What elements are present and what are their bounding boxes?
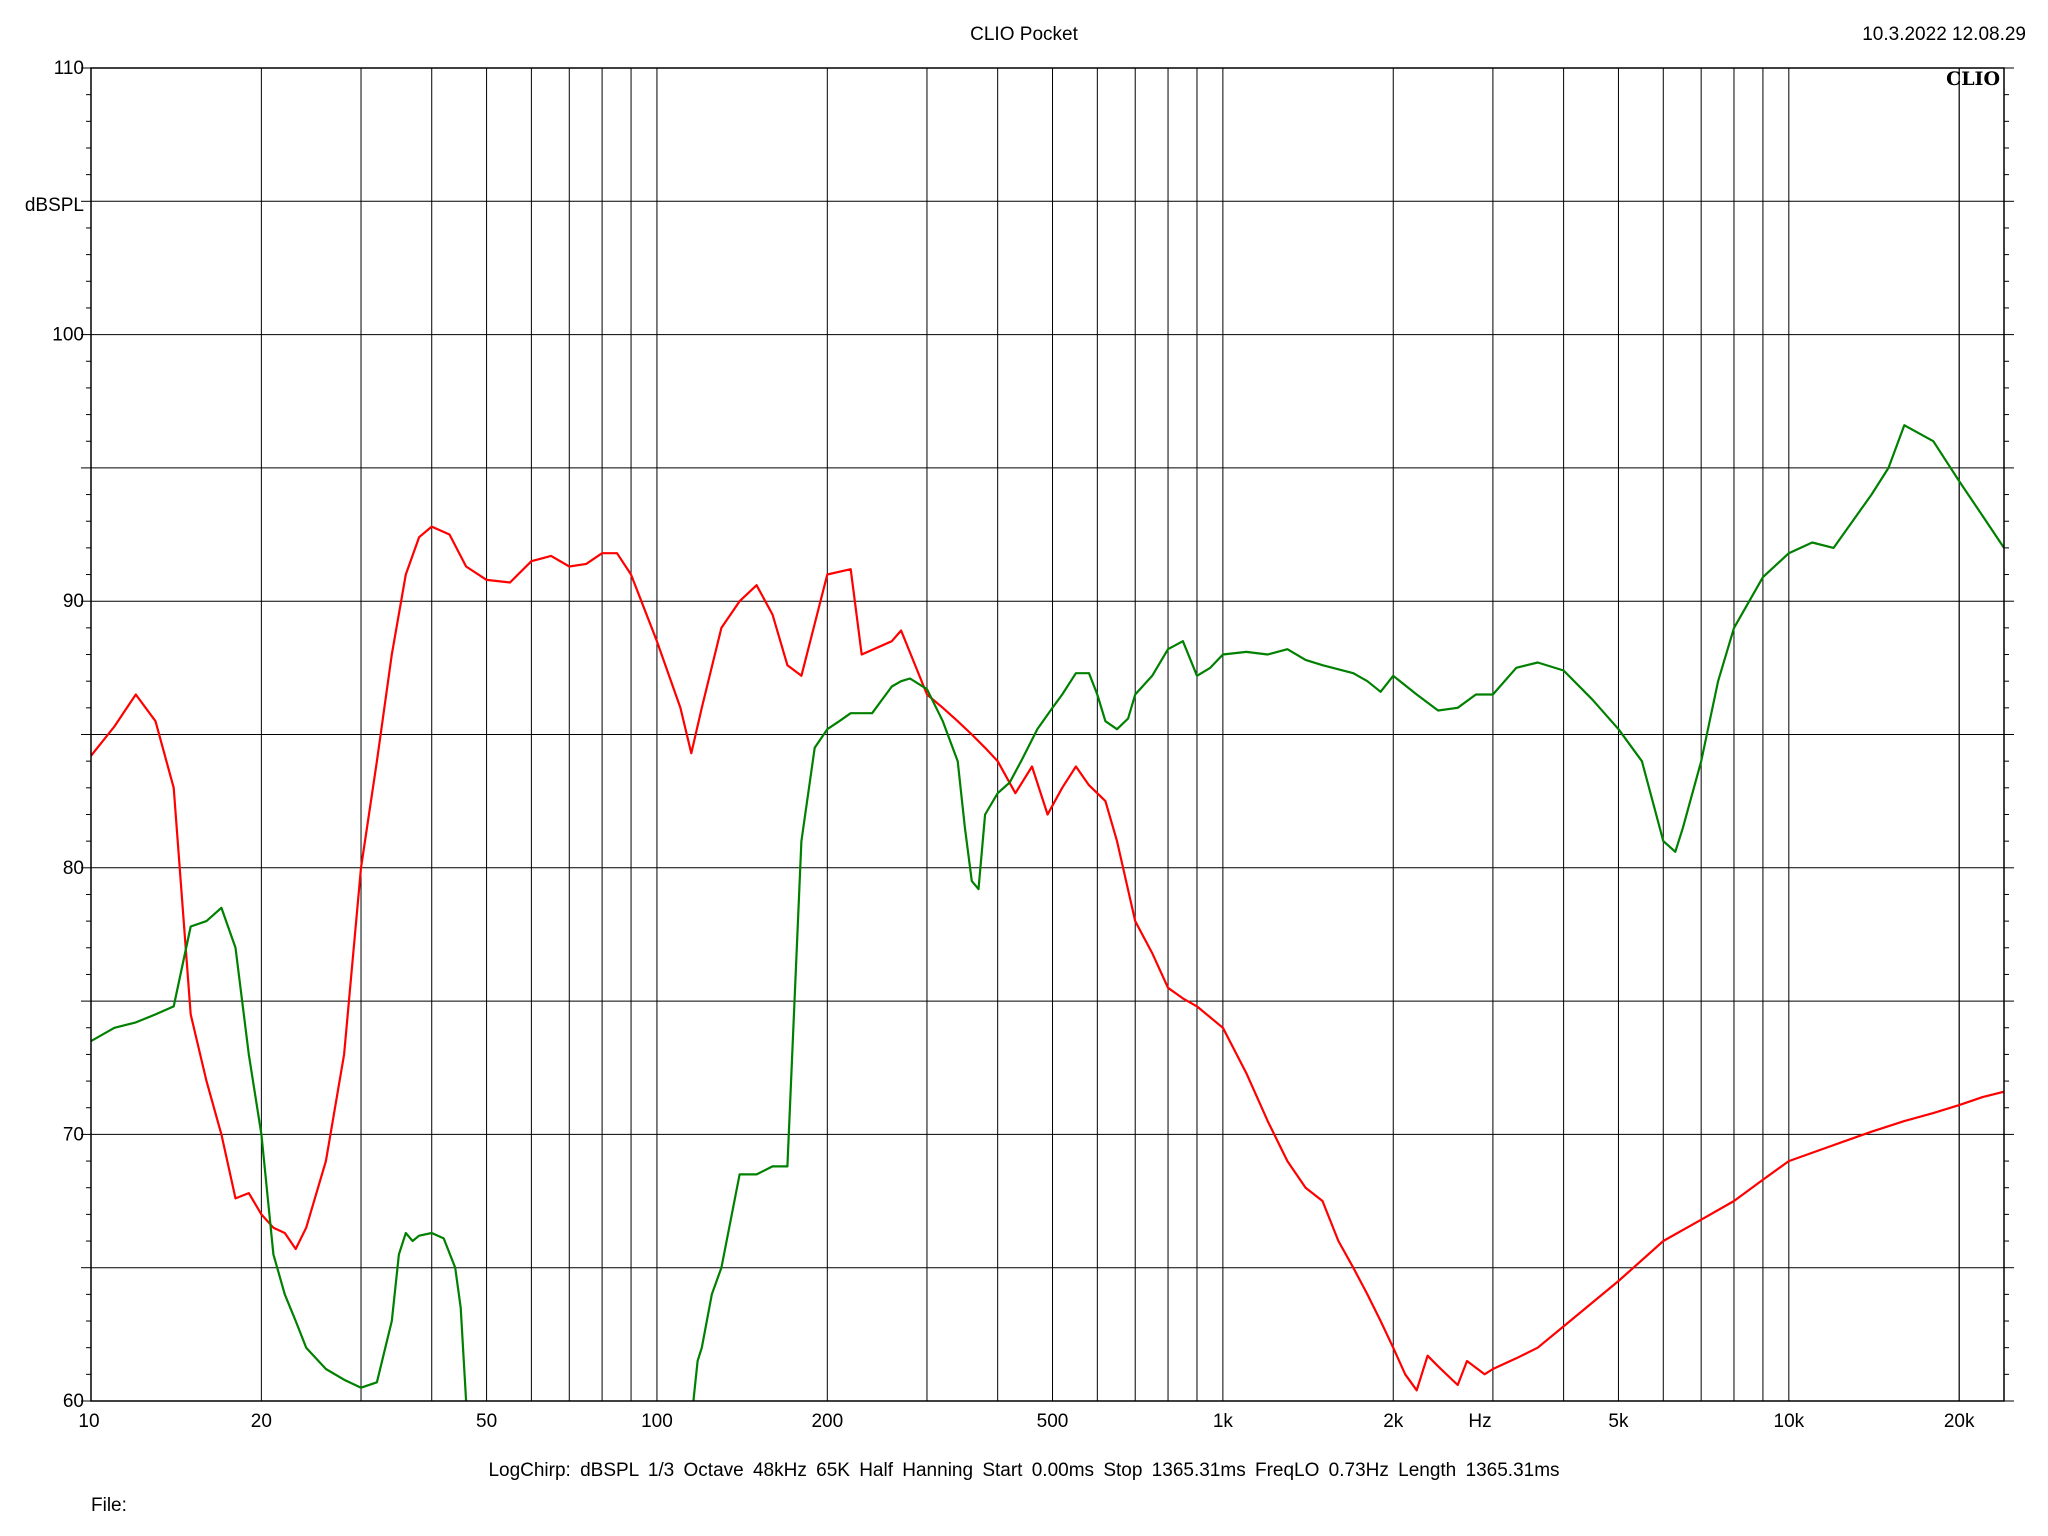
- x-tick-label: 200: [811, 1411, 843, 1432]
- x-tick-labels: 10 20 50 100 200 500 1k 2k 5k 10k 20k: [78, 1411, 1975, 1432]
- x-tick-label: 10: [78, 1411, 99, 1432]
- y-tick-label: 110: [54, 58, 84, 79]
- y-axis-label: dBSPL: [25, 195, 84, 216]
- y-tick-label: 100: [52, 325, 84, 346]
- x-tick-label: 500: [1037, 1411, 1069, 1432]
- chart-title: CLIO Pocket: [970, 24, 1078, 45]
- y-tick-label: 80: [63, 858, 84, 879]
- grid-lines: [91, 68, 2004, 1401]
- red-response-curve: [91, 525, 2004, 1392]
- y-tick-label: 60: [63, 1391, 84, 1412]
- axis-tick-marks: [81, 67, 2014, 1402]
- x-axis-label: Hz: [1468, 1411, 1491, 1432]
- x-tick-label: 5k: [1608, 1411, 1629, 1432]
- x-tick-label: 20k: [1944, 1411, 1975, 1432]
- x-tick-label: 2k: [1383, 1411, 1404, 1432]
- x-tick-label: 100: [641, 1411, 673, 1432]
- y-tick-label: 70: [63, 1124, 84, 1145]
- y-tick-labels: 60 70 80 90 100 110: [52, 58, 84, 1412]
- x-tick-label: 1k: [1213, 1411, 1234, 1432]
- y-tick-label: 90: [63, 591, 84, 612]
- clio-logo: CLIO: [1946, 68, 2000, 90]
- x-tick-label: 20: [251, 1411, 272, 1432]
- x-tick-label: 10k: [1774, 1411, 1805, 1432]
- measurement-settings: LogChirp: dBSPL 1/3 Octave 48kHz 65K Hal…: [488, 1460, 1560, 1481]
- file-label: File:: [91, 1495, 127, 1516]
- x-tick-label: 50: [476, 1411, 497, 1432]
- green-response-curve-1: [91, 906, 468, 1401]
- timestamp: 10.3.2022 12.08.29: [1862, 24, 2026, 45]
- green-response-curve-2: [692, 424, 2004, 1401]
- series-curves: [91, 424, 2004, 1401]
